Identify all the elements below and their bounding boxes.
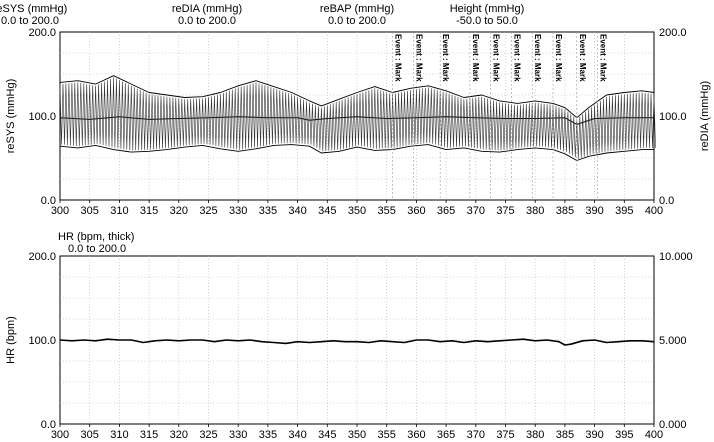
event-mark-label: Event : Mark <box>471 34 480 82</box>
x-tick-label: 335 <box>259 429 277 441</box>
x-tick-label: 320 <box>170 429 188 441</box>
event-mark-label: Event : Mark <box>512 34 521 82</box>
x-tick-label: 310 <box>110 429 128 441</box>
event-mark-label: Event : Mark <box>394 34 403 82</box>
y-tick-label: 200.0 <box>28 27 56 39</box>
x-tick-label: 365 <box>437 429 455 441</box>
x-tick-label: 395 <box>615 205 633 217</box>
x-tick-label: 310 <box>110 205 128 217</box>
x-tick-label: 370 <box>467 205 485 217</box>
x-tick-label: 335 <box>259 205 277 217</box>
header-series-name: reSYS (mmHg) <box>0 3 67 15</box>
x-tick-label: 345 <box>318 205 336 217</box>
x-tick-label: 400 <box>645 429 663 441</box>
y-tick-label: 200.0 <box>28 251 56 263</box>
x-tick-label: 365 <box>437 205 455 217</box>
y-tick-label: 100.0 <box>28 335 56 347</box>
x-tick-label: 345 <box>318 429 336 441</box>
x-tick-label: 390 <box>585 205 603 217</box>
x-tick-label: 350 <box>348 205 366 217</box>
x-tick-label: 360 <box>407 429 425 441</box>
x-tick-label: 385 <box>556 205 574 217</box>
header-series-name: Height (mmHg) <box>450 3 525 15</box>
event-mark-label: Event : Mark <box>599 34 608 82</box>
x-tick-label: 305 <box>81 205 99 217</box>
x-tick-label: 325 <box>199 429 217 441</box>
header-series-name: HR (bpm, thick) <box>58 231 134 243</box>
series-line-0 <box>59 338 655 346</box>
x-tick-label: 380 <box>526 429 544 441</box>
x-tick-label: 315 <box>140 205 158 217</box>
header-series-name: reDIA (mmHg) <box>172 3 242 15</box>
y-right-tick-label: 100.0 <box>659 111 687 123</box>
x-tick-label: 300 <box>51 205 69 217</box>
x-tick-label: 300 <box>51 429 69 441</box>
y-tick-label: 100.0 <box>28 111 56 123</box>
header-series-range: 0.0 to 200.0 <box>1 15 59 27</box>
event-mark-label: Event : Mark <box>492 34 501 82</box>
x-tick-label: 375 <box>496 429 514 441</box>
header-series-range: 0.0 to 200.0 <box>68 243 126 255</box>
x-tick-label: 305 <box>81 429 99 441</box>
x-tick-label: 355 <box>378 205 396 217</box>
x-tick-label: 375 <box>496 205 514 217</box>
x-tick-label: 340 <box>288 205 306 217</box>
x-tick-label: 380 <box>526 205 544 217</box>
x-tick-label: 315 <box>140 429 158 441</box>
y-tick-label: 0.0 <box>41 195 56 207</box>
x-tick-label: 330 <box>229 429 247 441</box>
x-tick-label: 385 <box>556 429 574 441</box>
header-series-range: 0.0 to 200.0 <box>328 15 386 27</box>
header-series-name: reBAP (mmHg) <box>320 3 394 15</box>
y-right-tick-label: 5.000 <box>659 335 687 347</box>
x-tick-label: 330 <box>229 205 247 217</box>
hr-panel: 300 305 310 315 320 325 330 335 340 345 350 355 360 3… <box>5 231 693 441</box>
series-line-0 <box>59 75 655 119</box>
x-tick-label: 360 <box>407 205 425 217</box>
header-series-range: 0.0 to 200.0 <box>178 15 236 27</box>
series-line-1 <box>59 144 654 161</box>
event-mark-label: Event : Mark <box>441 34 450 82</box>
x-tick-label: 340 <box>288 429 306 441</box>
bp-panel: 300 305 310 315 320 325 330 335 340 345 350 355 360 3… <box>0 3 711 217</box>
y-right-tick-label: 10.000 <box>659 251 693 263</box>
header-series-range: -50.0 to 50.0 <box>456 15 518 27</box>
x-tick-label: 390 <box>585 429 603 441</box>
x-tick-label: 400 <box>645 205 663 217</box>
event-mark-label: Event : Mark <box>554 34 563 82</box>
x-tick-label: 370 <box>467 429 485 441</box>
series-line-2 <box>59 116 654 125</box>
event-mark-label: Event : Mark <box>533 34 542 82</box>
y-right-tick-label: 200.0 <box>659 27 687 39</box>
y-axis-label: reSYS (mmHg) <box>5 79 17 154</box>
pulse-waveform <box>59 77 656 159</box>
event-mark-label: Event : Mark <box>414 34 423 82</box>
y-tick-label: 0.0 <box>41 419 56 431</box>
y-right-tick-label: 0.000 <box>659 419 687 431</box>
event-mark-label: Event : Mark <box>578 34 587 82</box>
x-tick-label: 325 <box>199 205 217 217</box>
x-tick-label: 350 <box>348 429 366 441</box>
x-tick-label: 320 <box>170 205 188 217</box>
y-right-tick-label: 0.0 <box>659 195 674 207</box>
y-axis-label-right: reDIA (mmHg) <box>699 81 711 151</box>
x-tick-label: 355 <box>378 429 396 441</box>
y-axis-label: HR (bpm) <box>5 316 17 364</box>
x-tick-label: 395 <box>615 429 633 441</box>
